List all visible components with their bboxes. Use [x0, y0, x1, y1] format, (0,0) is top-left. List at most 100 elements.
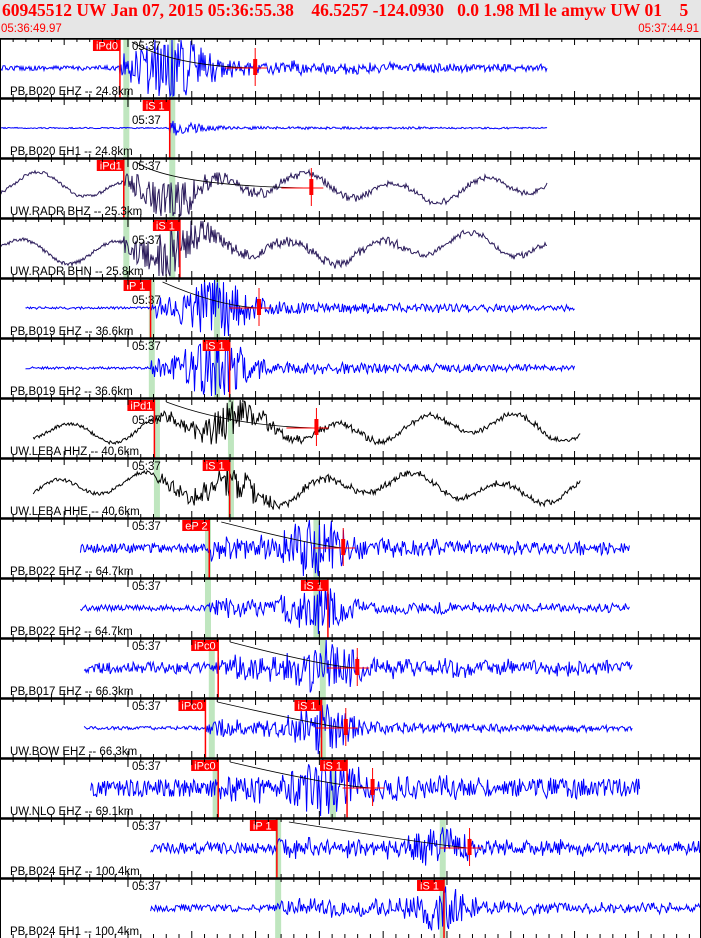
- phase-pick-label: iS 1: [323, 761, 342, 773]
- trace-panel[interactable]: 05:37 iS 1 UW.LEBA HHE -- 40.6km: [0, 457, 701, 518]
- phase-pick-label: iPd1: [100, 161, 122, 173]
- phase-pick-tag[interactable]: [123, 280, 151, 291]
- phase-pick-label: eP 2: [185, 521, 207, 533]
- minute-label: 05:37: [132, 341, 161, 353]
- coda-decay-curve: [230, 761, 373, 789]
- coda-decay-curve: [230, 641, 358, 669]
- coda-decay-curve: [217, 701, 346, 729]
- theoretical-arrival-band: [153, 398, 160, 458]
- theoretical-arrival-band: [169, 158, 176, 218]
- trace-panel[interactable]: 05:37 iP 1 PB.B024 EHZ -- 100.4km: [0, 817, 701, 878]
- minute-label: 05:37: [132, 821, 161, 833]
- phase-pick-tag[interactable]: [191, 760, 219, 771]
- phase-pick-tag[interactable]: [294, 700, 322, 711]
- phase-pick-label: iPd0: [96, 41, 118, 53]
- phase-pick-tag[interactable]: [191, 640, 219, 651]
- window-end-time: 05:37:44.91: [638, 23, 699, 35]
- trace-panel[interactable]: 05:37 iPc0 iS 1UW.NLO EHZ -- 69.1km: [0, 757, 701, 818]
- phase-pick-label: iS 1: [206, 461, 225, 473]
- waveform-trace: [150, 886, 701, 931]
- waveform-trace: [150, 827, 701, 866]
- phase-pick-label: iP 1: [253, 821, 272, 833]
- theoretical-arrival-band: [204, 518, 211, 578]
- phase-pick-tag[interactable]: [178, 700, 206, 711]
- minute-label: 05:37: [132, 115, 161, 127]
- coda-decay-curve: [288, 821, 470, 849]
- event-header: 60945512 UW Jan 07, 2015 05:36:55.38 46.…: [0, 0, 701, 38]
- trace-panel[interactable]: 05:37 iPc0 iS 1 UW.BOW EHZ -- 66.3km: [0, 697, 701, 758]
- minute-label: 05:37: [132, 461, 161, 473]
- minute-label: 05:37: [132, 641, 161, 653]
- trace-panel[interactable]: 05:37 iS 1 UW.RADR BHN -- 25.8km: [0, 217, 701, 278]
- window-start-time: 05:36:49.97: [1, 23, 62, 35]
- phase-pick-label: iPc0: [194, 761, 215, 773]
- phase-pick-tag[interactable]: [202, 460, 230, 471]
- theoretical-arrival-band: [227, 398, 234, 458]
- phase-pick-tag[interactable]: [182, 520, 210, 531]
- minute-label: 05:37: [132, 701, 161, 713]
- minute-label: 05:37: [132, 881, 161, 893]
- phase-pick-tag[interactable]: [152, 220, 180, 231]
- phase-pick-label: iS 1: [206, 341, 225, 353]
- phase-pick-tag[interactable]: [202, 340, 230, 351]
- theoretical-arrival-band: [123, 158, 130, 218]
- phase-pick-label: iPd1: [130, 401, 152, 413]
- theoretical-arrival-band: [319, 638, 326, 698]
- waveform-trace: [0, 39, 548, 98]
- trace-panel[interactable]: 05:37 iS 1 PB.B020 EH1 -- 24.8km: [0, 97, 701, 158]
- waveform-trace: [32, 399, 581, 446]
- station-label: UW.RADR BHN -- 25.8km: [10, 266, 144, 278]
- theoretical-arrival-band: [227, 458, 234, 518]
- phase-pick-tag[interactable]: [417, 880, 445, 891]
- theoretical-arrival-band: [213, 338, 220, 398]
- station-label: UW.BOW EHZ -- 66.3km: [10, 746, 137, 758]
- waveform-trace: [32, 464, 581, 510]
- trace-panel[interactable]: 05:37 iPd1 UW.RADR BHZ -- 25.3km: [0, 157, 701, 218]
- theoretical-arrival-band: [275, 818, 282, 878]
- trace-panel[interactable]: 05:37 iPd1 UW.LEBA HHZ -- 40.6km: [0, 397, 701, 458]
- theoretical-arrival-band: [153, 458, 160, 518]
- theoretical-arrival-band: [213, 278, 220, 338]
- theoretical-arrival-band: [123, 38, 130, 98]
- station-label: UW.RADR BHZ -- 25.3km: [10, 206, 142, 218]
- theoretical-arrival-band: [275, 878, 282, 938]
- station-label: PB.B022 EH2 -- 64.7km: [10, 626, 133, 638]
- phase-pick-label: iS 1: [420, 881, 439, 893]
- coda-decay-curve: [221, 521, 344, 549]
- minute-label: 05:37: [132, 295, 161, 307]
- coda-decay-curve: [135, 161, 312, 189]
- phase-pick-tag[interactable]: [249, 820, 277, 831]
- phase-pick-label: iS 1: [146, 101, 165, 113]
- station-label: PB.B019 EH2 -- 36.6km: [10, 386, 133, 398]
- phase-pick-tag[interactable]: [300, 580, 328, 591]
- phase-pick-tag[interactable]: [142, 100, 170, 111]
- phase-pick-tag[interactable]: [127, 400, 155, 411]
- phase-pick-tag[interactable]: [96, 160, 124, 171]
- coda-decay-curve: [166, 401, 317, 429]
- waveform-trace: [0, 219, 547, 277]
- coda-decay-curve: [162, 281, 260, 309]
- phase-pick-tag[interactable]: [92, 40, 120, 51]
- theoretical-arrival-band: [204, 578, 211, 638]
- waveform-trace: [80, 583, 630, 635]
- minute-label: 05:37: [132, 235, 161, 247]
- station-label: PB.B024 EHZ -- 100.4km: [10, 866, 140, 878]
- event-title: 60945512 UW Jan 07, 2015 05:36:55.38 46.…: [2, 0, 689, 20]
- phase-pick-label: iPc0: [194, 641, 215, 653]
- trace-panel[interactable]: 05:37 iS 1 PB.B024 EH1 -- 100.4km: [0, 877, 701, 938]
- waveform-trace: [25, 338, 575, 397]
- minute-label: 05:37: [132, 761, 161, 773]
- phase-pick-label: iS 1: [304, 581, 323, 593]
- trace-panel[interactable]: 05:37 iS 1 PB.B022 EH2 -- 64.7km: [0, 577, 701, 638]
- minute-label: 05:37: [132, 41, 161, 53]
- phase-pick-label: iP 1: [127, 281, 146, 293]
- minute-label: 05:37: [132, 415, 161, 427]
- station-label: UW.LEBA HHE -- 40.6km: [10, 506, 140, 518]
- phase-pick-tag[interactable]: [320, 760, 348, 771]
- trace-panel[interactable]: 05:37 iS 1 PB.B019 EH2 -- 36.6km: [0, 337, 701, 398]
- trace-panel[interactable]: 05:37 eP 2PB.B022 EHZ -- 64.7km: [0, 517, 701, 578]
